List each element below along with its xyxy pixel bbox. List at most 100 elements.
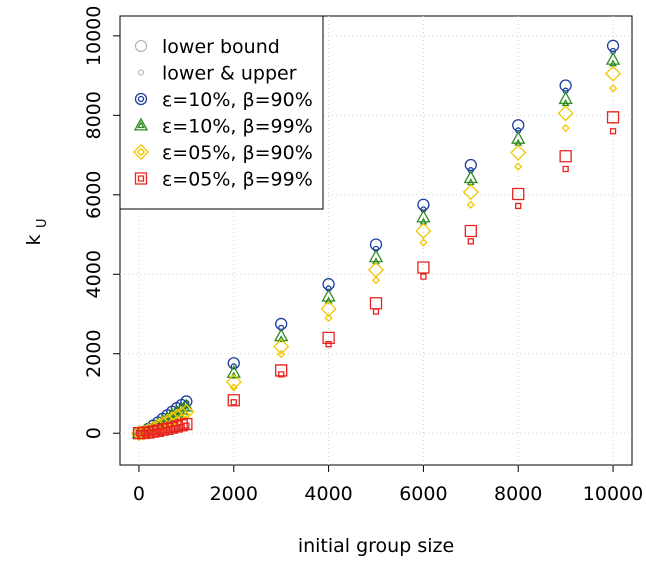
y-tick-label: 4000 bbox=[83, 250, 105, 298]
point-lower bbox=[147, 425, 160, 438]
legend-label: lower bound bbox=[162, 36, 280, 58]
point-upper bbox=[325, 341, 332, 348]
point-lower bbox=[605, 51, 621, 65]
point-lower bbox=[512, 187, 525, 201]
point-upper bbox=[324, 296, 333, 304]
legend: lower bound lower & upper ε=10%, β=90% ε=10… bbox=[119, 15, 324, 210]
legend-label: ε=10%, β=90% bbox=[162, 89, 313, 111]
point-lower bbox=[227, 394, 240, 407]
point-lower bbox=[156, 423, 169, 436]
y-tick-group: 10000 bbox=[83, 6, 105, 66]
y-axis-label-sub: U bbox=[35, 218, 50, 228]
point-upper bbox=[164, 426, 171, 433]
plot-frame bbox=[119, 15, 633, 466]
y-tick-label: 2000 bbox=[83, 330, 105, 378]
legend-marker bbox=[134, 172, 148, 185]
legend-label: ε=05%, β=99% bbox=[162, 169, 313, 191]
x-tick-label: 8000 bbox=[494, 483, 542, 505]
point-upper bbox=[154, 428, 162, 435]
point-lower bbox=[464, 158, 477, 172]
legend-marker bbox=[133, 117, 149, 131]
point-lower bbox=[275, 364, 288, 377]
x-tick-label: 0 bbox=[133, 483, 145, 505]
point-lower bbox=[369, 238, 383, 251]
point-lower bbox=[274, 328, 289, 342]
y-tick-label: 8000 bbox=[83, 91, 105, 139]
point-upper bbox=[371, 276, 381, 285]
legend-marker bbox=[136, 147, 146, 157]
point-lower bbox=[417, 261, 430, 274]
legend-label: ε=05%, β=90% bbox=[162, 142, 313, 164]
point-upper bbox=[372, 308, 380, 315]
legend-box bbox=[119, 15, 324, 210]
point-upper bbox=[229, 383, 238, 392]
point-upper bbox=[324, 313, 333, 323]
point-upper bbox=[277, 335, 286, 343]
legend-marker bbox=[134, 92, 148, 106]
y-tick-group: 4000 bbox=[83, 250, 105, 298]
point-upper bbox=[608, 84, 618, 93]
y-tick-label: 10000 bbox=[83, 6, 105, 66]
x-axis-label: initial group size bbox=[298, 535, 454, 557]
x-tick-label: 4000 bbox=[304, 483, 352, 505]
y-tick-label: 6000 bbox=[83, 171, 105, 219]
point-lower bbox=[511, 130, 526, 144]
point-lower bbox=[175, 419, 188, 432]
point-upper bbox=[515, 202, 522, 210]
point-upper bbox=[561, 123, 570, 133]
point-lower bbox=[557, 105, 574, 122]
point-lower bbox=[170, 420, 184, 433]
point-upper bbox=[278, 371, 285, 378]
legend-marker bbox=[137, 175, 145, 182]
x-tick-label: 6000 bbox=[399, 483, 447, 505]
legend-marker bbox=[137, 121, 145, 129]
point-upper bbox=[420, 273, 427, 280]
point-upper bbox=[230, 363, 237, 370]
point-lower bbox=[462, 183, 479, 201]
point-lower bbox=[151, 424, 165, 437]
point-upper bbox=[467, 238, 474, 245]
point-lower bbox=[415, 222, 432, 240]
point-lower bbox=[368, 249, 384, 263]
point-lower bbox=[161, 422, 174, 435]
point-upper bbox=[159, 427, 166, 434]
y-tick-group: 8000 bbox=[83, 91, 105, 139]
point-lower bbox=[165, 421, 179, 434]
series bbox=[132, 111, 620, 440]
y-axis-label-main: k bbox=[23, 234, 45, 245]
point-lower bbox=[464, 224, 477, 238]
point-upper bbox=[183, 422, 190, 429]
point-lower bbox=[369, 297, 383, 310]
point-lower bbox=[559, 79, 572, 92]
point-lower bbox=[275, 317, 288, 331]
point-lower bbox=[558, 91, 573, 105]
point-upper bbox=[150, 429, 157, 436]
x-tick-label: 2000 bbox=[210, 483, 258, 505]
point-lower bbox=[512, 119, 525, 132]
point-upper bbox=[609, 128, 617, 135]
point-lower bbox=[225, 373, 242, 391]
y-axis-label: k bbox=[23, 234, 45, 245]
point-upper bbox=[182, 404, 191, 412]
legend-marker bbox=[132, 143, 150, 161]
point-upper bbox=[277, 349, 286, 359]
y-tick-group: 2000 bbox=[83, 330, 105, 378]
point-lower bbox=[463, 170, 478, 184]
point-lower bbox=[226, 364, 241, 378]
point-lower bbox=[180, 417, 193, 431]
point-lower bbox=[273, 338, 290, 355]
point-lower bbox=[604, 65, 622, 82]
point-lower bbox=[559, 150, 572, 163]
grid bbox=[120, 16, 632, 465]
point-upper bbox=[419, 238, 428, 247]
legend-label: lower & upper bbox=[162, 63, 297, 85]
y-tick-group: 0 bbox=[83, 427, 105, 439]
point-lower bbox=[142, 426, 155, 439]
point-lower bbox=[606, 39, 620, 52]
point-lower bbox=[606, 111, 620, 124]
point-lower bbox=[322, 331, 335, 344]
point-lower bbox=[320, 300, 337, 317]
y-tick-label: 0 bbox=[83, 427, 105, 439]
legend-marker bbox=[138, 69, 144, 76]
